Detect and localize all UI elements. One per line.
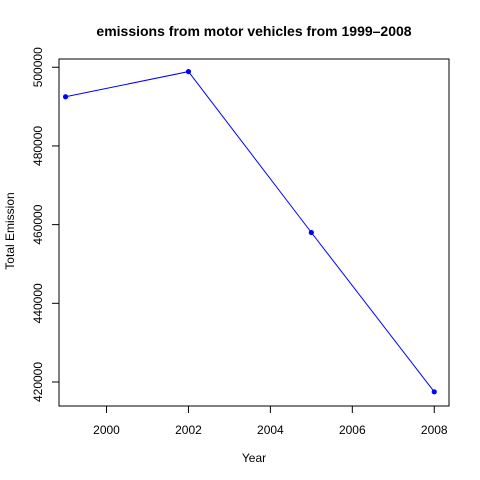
y-tick-label: 420000	[31, 362, 45, 402]
x-tick-label: 2006	[339, 423, 366, 437]
y-tick-label: 480000	[31, 126, 45, 166]
data-point	[62, 94, 69, 100]
data-point	[308, 229, 314, 236]
chart-title: emissions from motor vehicles from 1999–…	[96, 23, 411, 39]
y-axis: 420000 440000 460000 480000 500000	[31, 47, 59, 402]
y-tick-label: 500000	[31, 47, 45, 87]
y-axis-label: Total Emission	[3, 192, 17, 269]
data-point	[431, 389, 437, 395]
x-axis: 2000 2002 2004 2006 2008	[93, 406, 448, 437]
plot-frame	[58, 58, 450, 407]
x-tick-label: 2008	[421, 423, 448, 437]
data-point	[185, 68, 192, 75]
y-tick-label: 440000	[31, 283, 45, 323]
x-tick-label: 2000	[93, 423, 120, 437]
series-line	[65, 71, 435, 393]
series-layer	[62, 68, 437, 395]
x-tick-label: 2002	[175, 423, 202, 437]
y-tick-label: 460000	[31, 204, 45, 244]
x-axis-label: Year	[242, 451, 266, 465]
x-tick-label: 2004	[257, 423, 284, 437]
